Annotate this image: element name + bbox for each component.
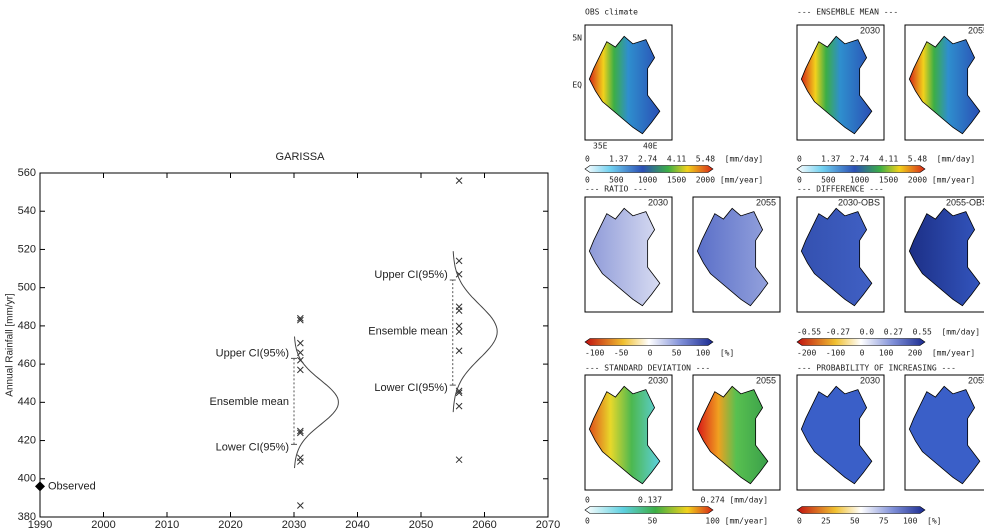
colorbar-label: 0 50 100 [mm/year]: [585, 517, 768, 526]
colorbar-label: 0 500 1000 1500 2000 [mm/year]: [585, 176, 763, 185]
panel-title: --- RATIO ---: [585, 185, 648, 194]
ci-label: Ensemble mean: [368, 326, 448, 338]
map-region: [908, 35, 981, 135]
distribution-curve: [452, 251, 498, 413]
map-panels: 2030 2055 2030 2055 2030-OBS 2055-OBS 2030 2055…: [572, 8, 984, 526]
map-region: [588, 207, 661, 307]
ensemble-point: [296, 314, 304, 322]
x-tick-label: 2050: [409, 519, 433, 530]
ensemble-point: [455, 177, 463, 184]
ci-label: Lower CI(95%): [374, 382, 447, 394]
y-tick-label: 420: [18, 434, 36, 446]
colorbar: [584, 338, 714, 346]
colorbar-label: 0 1.37 2.74 4.11 5.48 [mm/day]: [797, 155, 975, 164]
plot-frame: [39, 172, 549, 518]
panel-title: --- PROBABILITY OF INCREASING ---: [797, 364, 956, 373]
y-tick-label: 500: [18, 282, 36, 294]
plot: 380 400 420 440 460 480 500 520 540 560 1990 2000 20…: [18, 167, 561, 530]
panel-label: 2030: [648, 197, 668, 207]
x-tick-label: 2030: [282, 519, 306, 530]
map-region: [696, 207, 769, 307]
y-tick-label: 480: [18, 320, 36, 332]
distribution-curve: [294, 336, 339, 469]
y-tick-label: 520: [18, 243, 36, 255]
colorbar-label: 0 0.137 0.274 [mm/day]: [585, 496, 768, 505]
panel-title: --- STANDARD DEVIATION ---: [585, 364, 710, 373]
y-tick-label: 540: [18, 205, 36, 217]
panel-label: 2030: [860, 25, 880, 35]
colorbar-label: -0.55 -0.27 0.0 0.27 0.55 [mm/day]: [797, 328, 980, 337]
panel-label: 2055: [968, 25, 984, 35]
map-region: [696, 385, 769, 485]
ensemble-point: [296, 427, 304, 435]
ci-label: Ensemble mean: [210, 396, 290, 408]
panel-label: 2030: [860, 375, 880, 385]
ensemble-point: [296, 502, 304, 509]
map-region: [800, 385, 873, 485]
colorbar-label: -100 -50 0 50 100 [%]: [585, 349, 734, 358]
x-tick-label: 2000: [91, 519, 115, 530]
map-region: [588, 385, 661, 485]
y-axis-label: Annual Rainfall [mm/yr]: [5, 293, 16, 397]
colorbar-label: 0 25 50 75 100 [%]: [797, 517, 942, 526]
ci-label: Upper CI(95%): [374, 269, 447, 281]
panel-label: 2030: [648, 375, 668, 385]
ensemble-point: [455, 347, 463, 355]
lat-label: EQ: [572, 81, 582, 90]
colorbar-label: -200 -100 0 100 200 [mm/year]: [797, 349, 975, 358]
colorbar: [796, 338, 926, 346]
chart-title: GARISSA: [276, 151, 326, 163]
y-tick-label: 460: [18, 358, 36, 370]
x-tick-label: 2010: [155, 519, 179, 530]
x-tick-label: 2060: [472, 519, 496, 530]
ensemble-point: [296, 458, 304, 465]
y-tick-label: 560: [18, 167, 36, 179]
map-region: [908, 385, 981, 485]
ensemble-point: [455, 307, 463, 314]
colorbar: [796, 165, 926, 173]
y-tick-label: 400: [18, 473, 36, 485]
colorbar: [796, 506, 926, 514]
panel-label: 2055: [968, 375, 984, 385]
observed-point: [35, 481, 45, 492]
point-label: Observed: [48, 480, 96, 492]
ensemble-point: [296, 316, 304, 324]
panel-label: 2055: [756, 197, 776, 207]
ci-label: Lower CI(95%): [216, 441, 289, 453]
ensemble-point: [296, 429, 304, 437]
map-region: [800, 207, 873, 307]
colorbar: [584, 506, 714, 514]
panel-title: OBS climate: [585, 8, 638, 17]
lon-label: 40E: [643, 142, 658, 151]
x-tick-label: 2020: [218, 519, 242, 530]
lon-label: 35E: [593, 142, 608, 151]
ensemble-point: [455, 328, 463, 335]
panel-label: 2055: [756, 375, 776, 385]
ensemble-point: [455, 322, 463, 330]
ensemble-point: [455, 257, 463, 265]
map-region: [588, 35, 661, 135]
y-tick-label: 380: [18, 511, 36, 523]
x-tick-label: 1990: [28, 519, 52, 530]
x-tick-label: 2040: [345, 519, 369, 530]
ensemble-point: [455, 402, 463, 410]
panel-title: --- ENSEMBLE MEAN ---: [797, 8, 898, 17]
colorbar: [584, 165, 714, 173]
lat-label: 5N: [572, 34, 582, 43]
map-region: [800, 35, 873, 135]
panel-title: --- DIFFERENCE ---: [797, 185, 884, 194]
ensemble-point: [296, 339, 304, 347]
ensemble-point: [455, 456, 463, 464]
map-region: [908, 207, 981, 307]
panel-label: 2030-OBS: [838, 197, 880, 207]
panel-label: 2055-OBS: [946, 197, 984, 207]
colorbar-label: 0 500 1000 1500 2000 [mm/year]: [797, 176, 975, 185]
ci-label: Upper CI(95%): [216, 347, 289, 359]
y-tick-label: 440: [18, 396, 36, 408]
ensemble-point: [296, 366, 304, 374]
colorbar-label: 0 1.37 2.74 4.11 5.48 [mm/day]: [585, 155, 763, 164]
x-tick-label: 2070: [536, 519, 560, 530]
